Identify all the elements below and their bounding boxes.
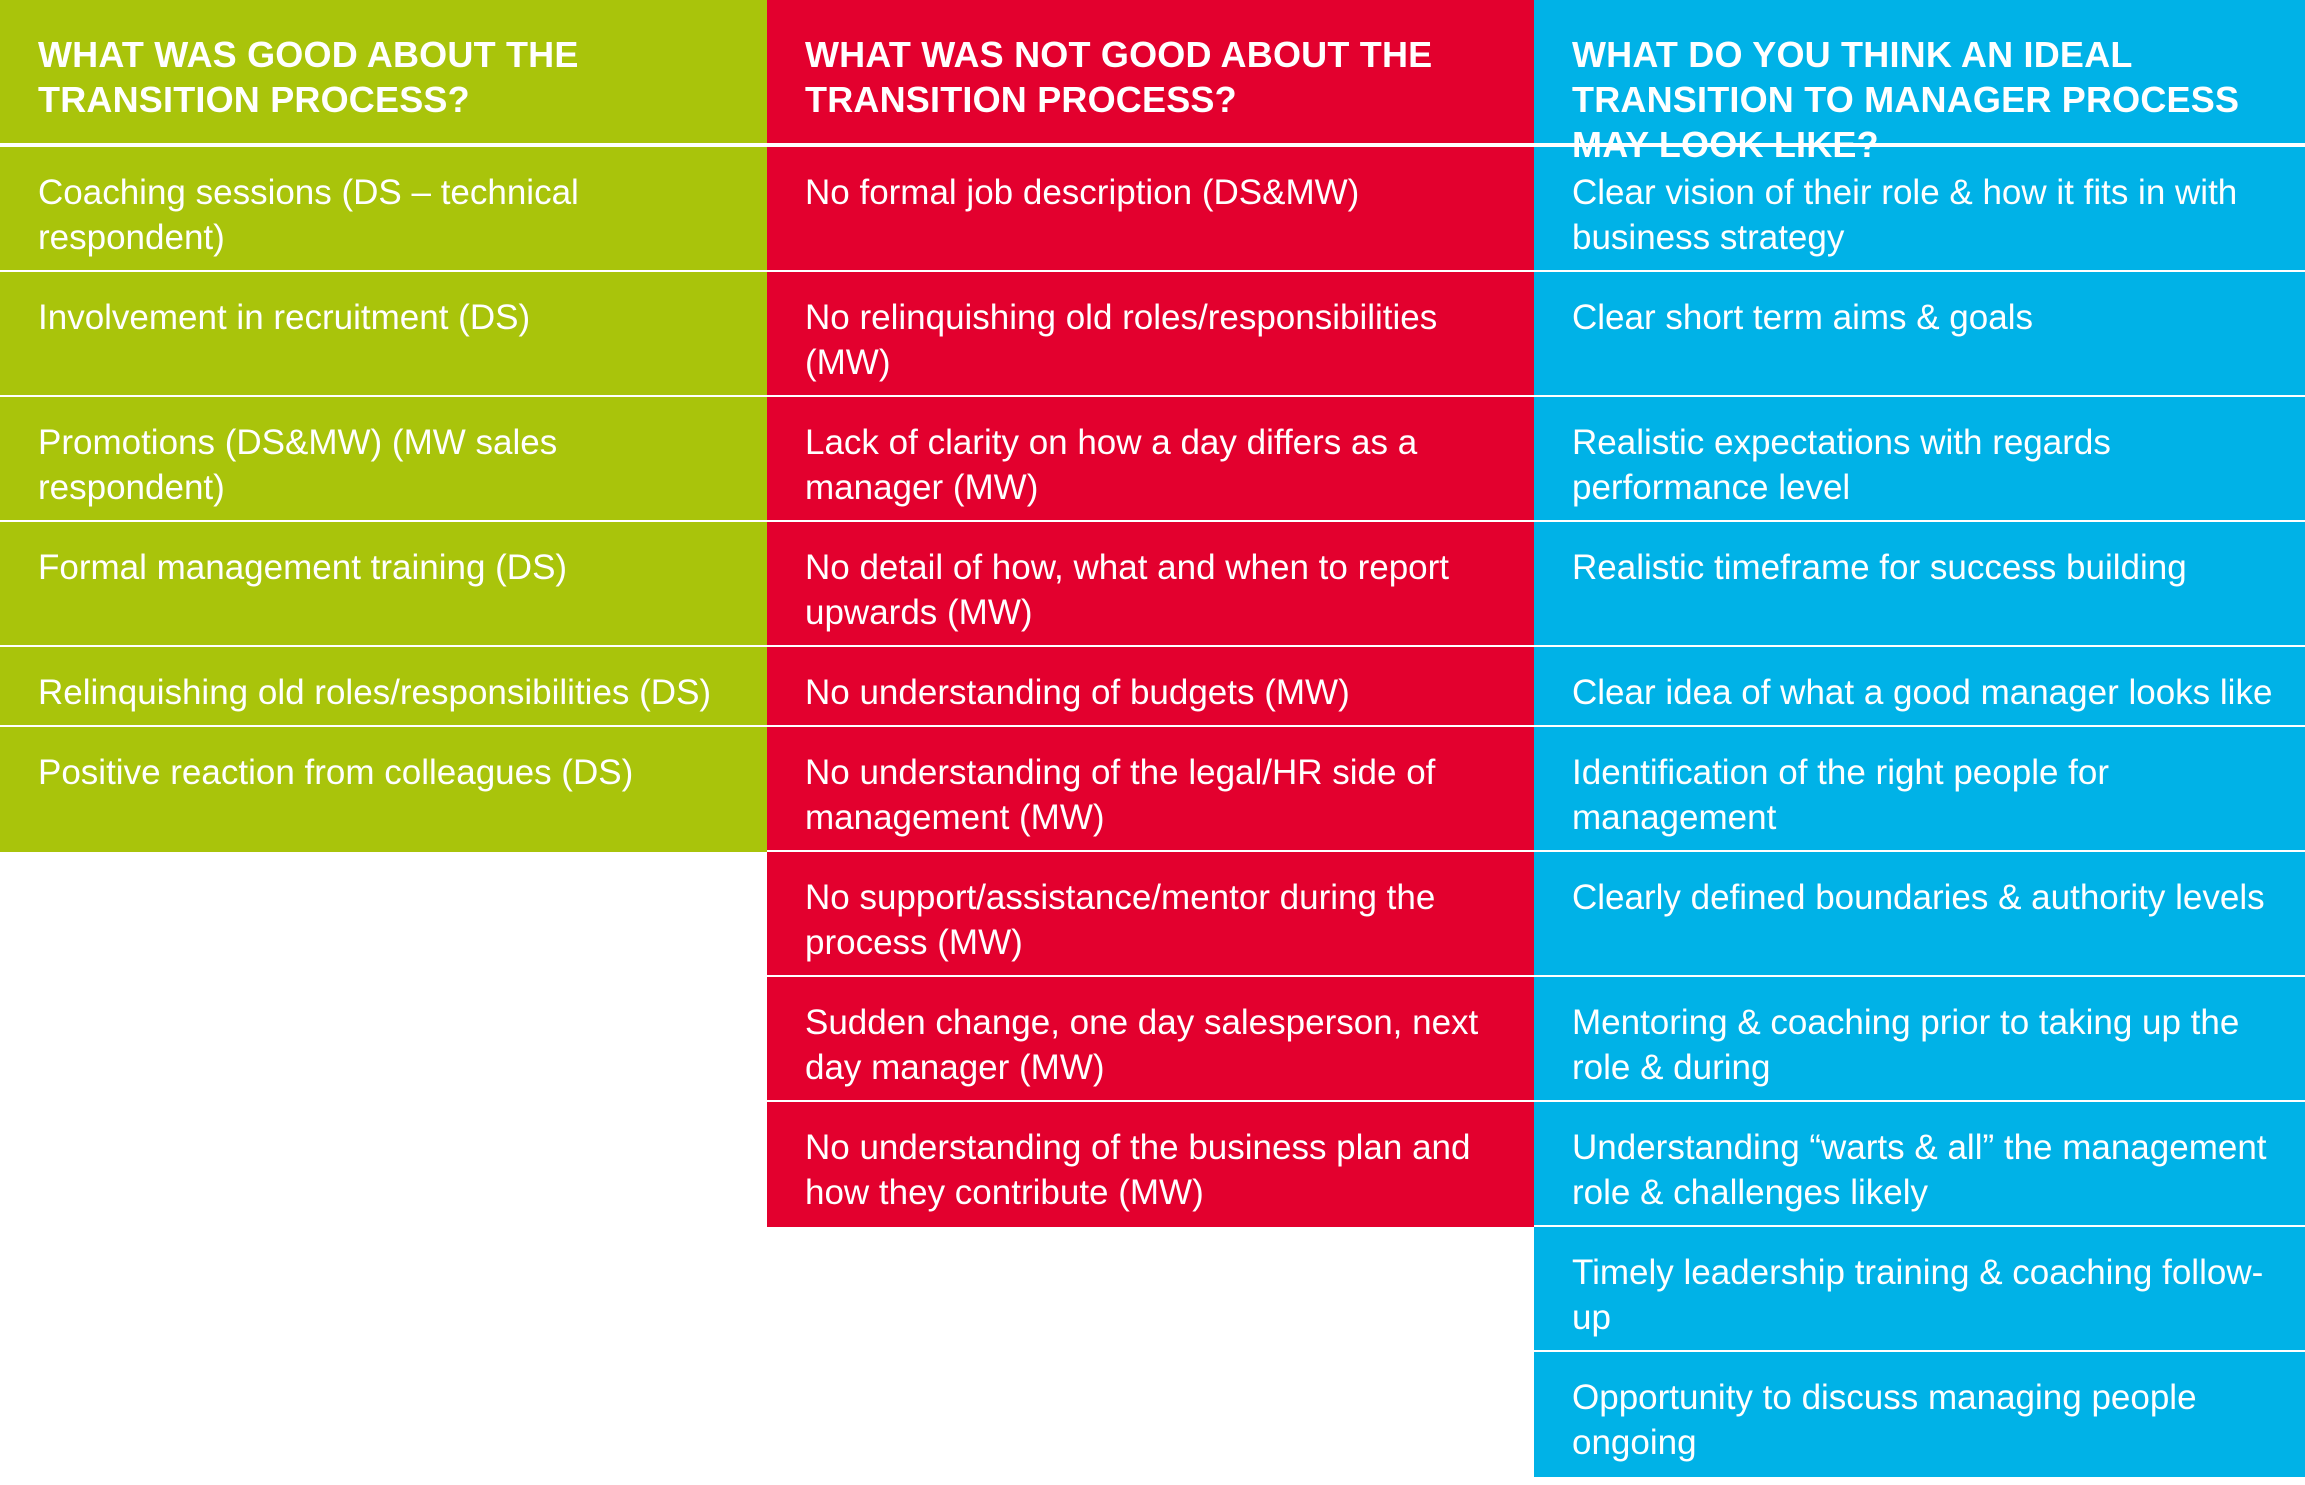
ideal-item: Opportunity to discuss managing people o…: [1534, 1352, 2305, 1477]
not-good-item: No formal job description (DS&MW): [767, 147, 1534, 272]
ideal-item: Understanding “warts & all” the manageme…: [1534, 1102, 2305, 1227]
column-good: WHAT WAS GOOD ABOUT THE TRANSITION PROCE…: [0, 0, 767, 852]
not-good-item: Lack of clarity on how a day differs as …: [767, 397, 1534, 522]
not-good-item: No understanding of the business plan an…: [767, 1102, 1534, 1227]
good-item: Involvement in recruitment (DS): [0, 272, 767, 397]
column-ideal-list: Clear vision of their role & how it fits…: [1534, 147, 2305, 1477]
not-good-item: No relinquishing old roles/responsibilit…: [767, 272, 1534, 397]
column-not-good: WHAT WAS NOT GOOD ABOUT THE TRANSITION P…: [767, 0, 1534, 1227]
not-good-item: No understanding of the legal/HR side of…: [767, 727, 1534, 852]
column-ideal: WHAT DO YOU THINK AN IDEAL TRANSITION TO…: [1534, 0, 2305, 1477]
column-not-good-header: WHAT WAS NOT GOOD ABOUT THE TRANSITION P…: [767, 0, 1534, 147]
good-item: Promotions (DS&MW) (MW sales respondent): [0, 397, 767, 522]
good-item: Positive reaction from colleagues (DS): [0, 727, 767, 852]
ideal-item: Clear vision of their role & how it fits…: [1534, 147, 2305, 272]
ideal-item: Mentoring & coaching prior to taking up …: [1534, 977, 2305, 1102]
ideal-item: Timely leadership training & coaching fo…: [1534, 1227, 2305, 1352]
ideal-item: Realistic expectations with regards perf…: [1534, 397, 2305, 522]
not-good-item: Sudden change, one day salesperson, next…: [767, 977, 1534, 1102]
not-good-item: No support/assistance/mentor during the …: [767, 852, 1534, 977]
not-good-item: No understanding of budgets (MW): [767, 647, 1534, 727]
not-good-item: No detail of how, what and when to repor…: [767, 522, 1534, 647]
ideal-item: Clear idea of what a good manager looks …: [1534, 647, 2305, 727]
column-not-good-list: No formal job description (DS&MW) No rel…: [767, 147, 1534, 1227]
ideal-item: Realistic timeframe for success building: [1534, 522, 2305, 647]
column-good-list: Coaching sessions (DS – technical respon…: [0, 147, 767, 852]
column-good-header: WHAT WAS GOOD ABOUT THE TRANSITION PROCE…: [0, 0, 767, 147]
good-item: Relinquishing old roles/responsibilities…: [0, 647, 767, 727]
ideal-item: Clear short term aims & goals: [1534, 272, 2305, 397]
good-item: Formal management training (DS): [0, 522, 767, 647]
good-item: Coaching sessions (DS – technical respon…: [0, 147, 767, 272]
ideal-item: Identification of the right people for m…: [1534, 727, 2305, 852]
column-ideal-header: WHAT DO YOU THINK AN IDEAL TRANSITION TO…: [1534, 0, 2305, 165]
ideal-item: Clearly defined boundaries & authority l…: [1534, 852, 2305, 977]
